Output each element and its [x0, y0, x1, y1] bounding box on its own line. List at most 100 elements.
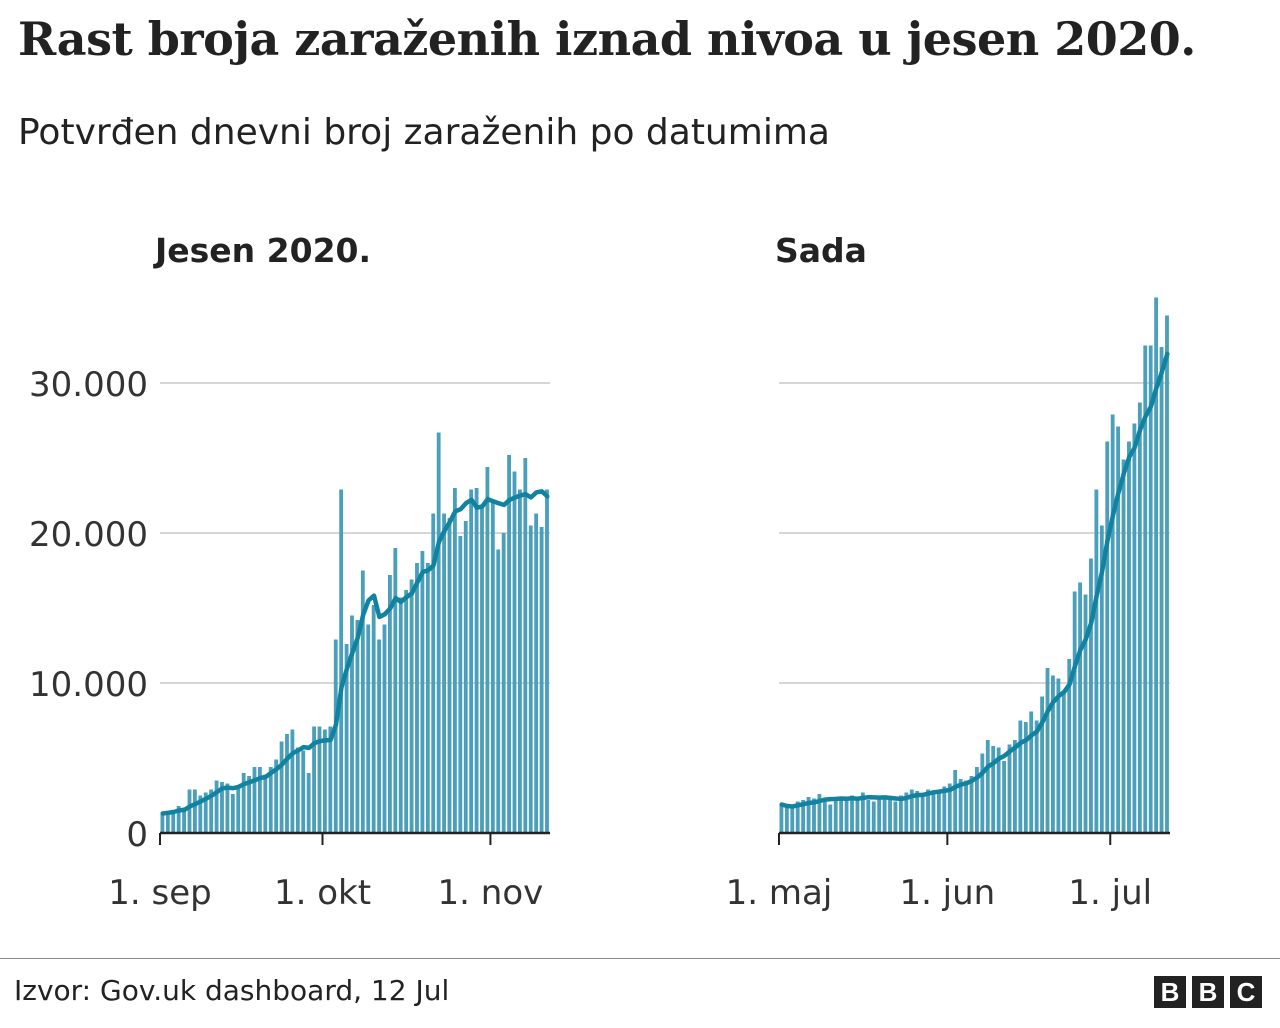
- bar: [241, 773, 246, 833]
- bar: [1110, 414, 1115, 833]
- bar: [801, 800, 806, 833]
- bar: [1094, 489, 1099, 833]
- bar: [1116, 426, 1121, 833]
- bar: [160, 813, 165, 833]
- bar: [317, 726, 322, 833]
- bar: [252, 767, 257, 833]
- bar: [871, 801, 876, 833]
- average-line: [160, 489, 550, 816]
- bar: [936, 791, 941, 833]
- bar: [290, 729, 295, 833]
- bar: [496, 549, 501, 833]
- bar: [893, 801, 898, 833]
- bar: [333, 639, 338, 833]
- bar: [312, 726, 316, 833]
- bar: [1034, 720, 1039, 833]
- y-tick-label: 0: [126, 815, 148, 855]
- bar: [344, 644, 349, 833]
- bar: [980, 753, 985, 833]
- bar: [855, 797, 860, 833]
- bar: [198, 795, 203, 833]
- bar: [518, 489, 522, 833]
- bar: [1154, 297, 1159, 833]
- bar: [382, 624, 387, 833]
- bar: [366, 624, 371, 833]
- bar: [485, 467, 490, 833]
- bar: [1078, 582, 1083, 833]
- x-tick-label: 1. jul: [1068, 873, 1152, 913]
- bar: [501, 533, 506, 833]
- bbc-logo: B B C: [1154, 976, 1262, 1008]
- bar: [975, 767, 979, 833]
- bar: [420, 551, 425, 833]
- bar: [187, 789, 192, 833]
- bar: [1121, 459, 1126, 833]
- bar: [795, 801, 800, 833]
- bar: [301, 750, 306, 833]
- bar: [339, 489, 344, 833]
- bar: [1061, 693, 1066, 833]
- bar: [1099, 525, 1104, 833]
- bar: [279, 741, 284, 833]
- bar: [969, 776, 974, 833]
- bar: [528, 525, 533, 833]
- bar: [409, 579, 414, 833]
- bar: [350, 615, 354, 833]
- bar: [996, 747, 1001, 833]
- bar: [909, 789, 914, 833]
- bar: [393, 548, 398, 833]
- chart-subtitle: Potvrđen dnevni broj zaraženih po datumi…: [18, 112, 830, 153]
- bar: [539, 527, 544, 833]
- bar: [920, 795, 925, 833]
- footer-divider: [0, 958, 1280, 959]
- bar: [398, 597, 403, 833]
- bar: [985, 740, 990, 833]
- bar: [860, 792, 865, 833]
- bar: [214, 780, 219, 833]
- bar: [268, 767, 273, 833]
- bar: [953, 770, 958, 833]
- x-tick-label: 1. okt: [274, 873, 371, 913]
- bar: [882, 797, 887, 833]
- bar: [323, 729, 327, 833]
- bar: [458, 536, 463, 833]
- bar: [1051, 675, 1055, 833]
- bar: [833, 800, 838, 833]
- bar: [931, 792, 936, 833]
- bar: [377, 639, 381, 833]
- bar: [247, 776, 251, 833]
- bar: [1105, 441, 1110, 833]
- x-tick-label: 1. sep: [108, 873, 211, 913]
- bar: [225, 783, 230, 833]
- bar: [209, 789, 214, 833]
- bar: [388, 575, 392, 833]
- y-tick-label: 10.000: [29, 665, 148, 705]
- bar: [779, 804, 784, 833]
- bar: [1143, 345, 1148, 833]
- bar: [285, 734, 289, 833]
- panel-title: Sada: [775, 231, 867, 270]
- x-tick-label: 1. maj: [726, 873, 833, 913]
- bar: [898, 795, 903, 833]
- chart-title: Rast broja zaraženih iznad nivoa u jesen…: [18, 12, 1196, 66]
- bar: [328, 726, 333, 833]
- y-tick-label: 20.000: [29, 515, 148, 555]
- charts-svg: Jesen 2020. 0 10.000 20.000 30.000 1. sep 1. o…: [29, 231, 1170, 913]
- bar: [904, 792, 909, 833]
- bar: [463, 521, 468, 833]
- bbc-logo-letter: C: [1230, 976, 1262, 1008]
- bar: [958, 779, 963, 833]
- bar: [182, 807, 186, 833]
- bar: [431, 513, 436, 833]
- bbc-logo-letter: B: [1192, 976, 1224, 1008]
- bar: [360, 570, 365, 833]
- average-line: [779, 351, 1170, 809]
- x-tick-label: 1. jun: [899, 873, 995, 913]
- bar: [1132, 423, 1137, 833]
- bar: [230, 794, 235, 833]
- panel-title: Jesen 2020.: [153, 231, 371, 270]
- bar: [171, 810, 176, 833]
- bbc-logo-letter: B: [1154, 976, 1186, 1008]
- bar: [425, 563, 430, 833]
- bar: [512, 471, 517, 833]
